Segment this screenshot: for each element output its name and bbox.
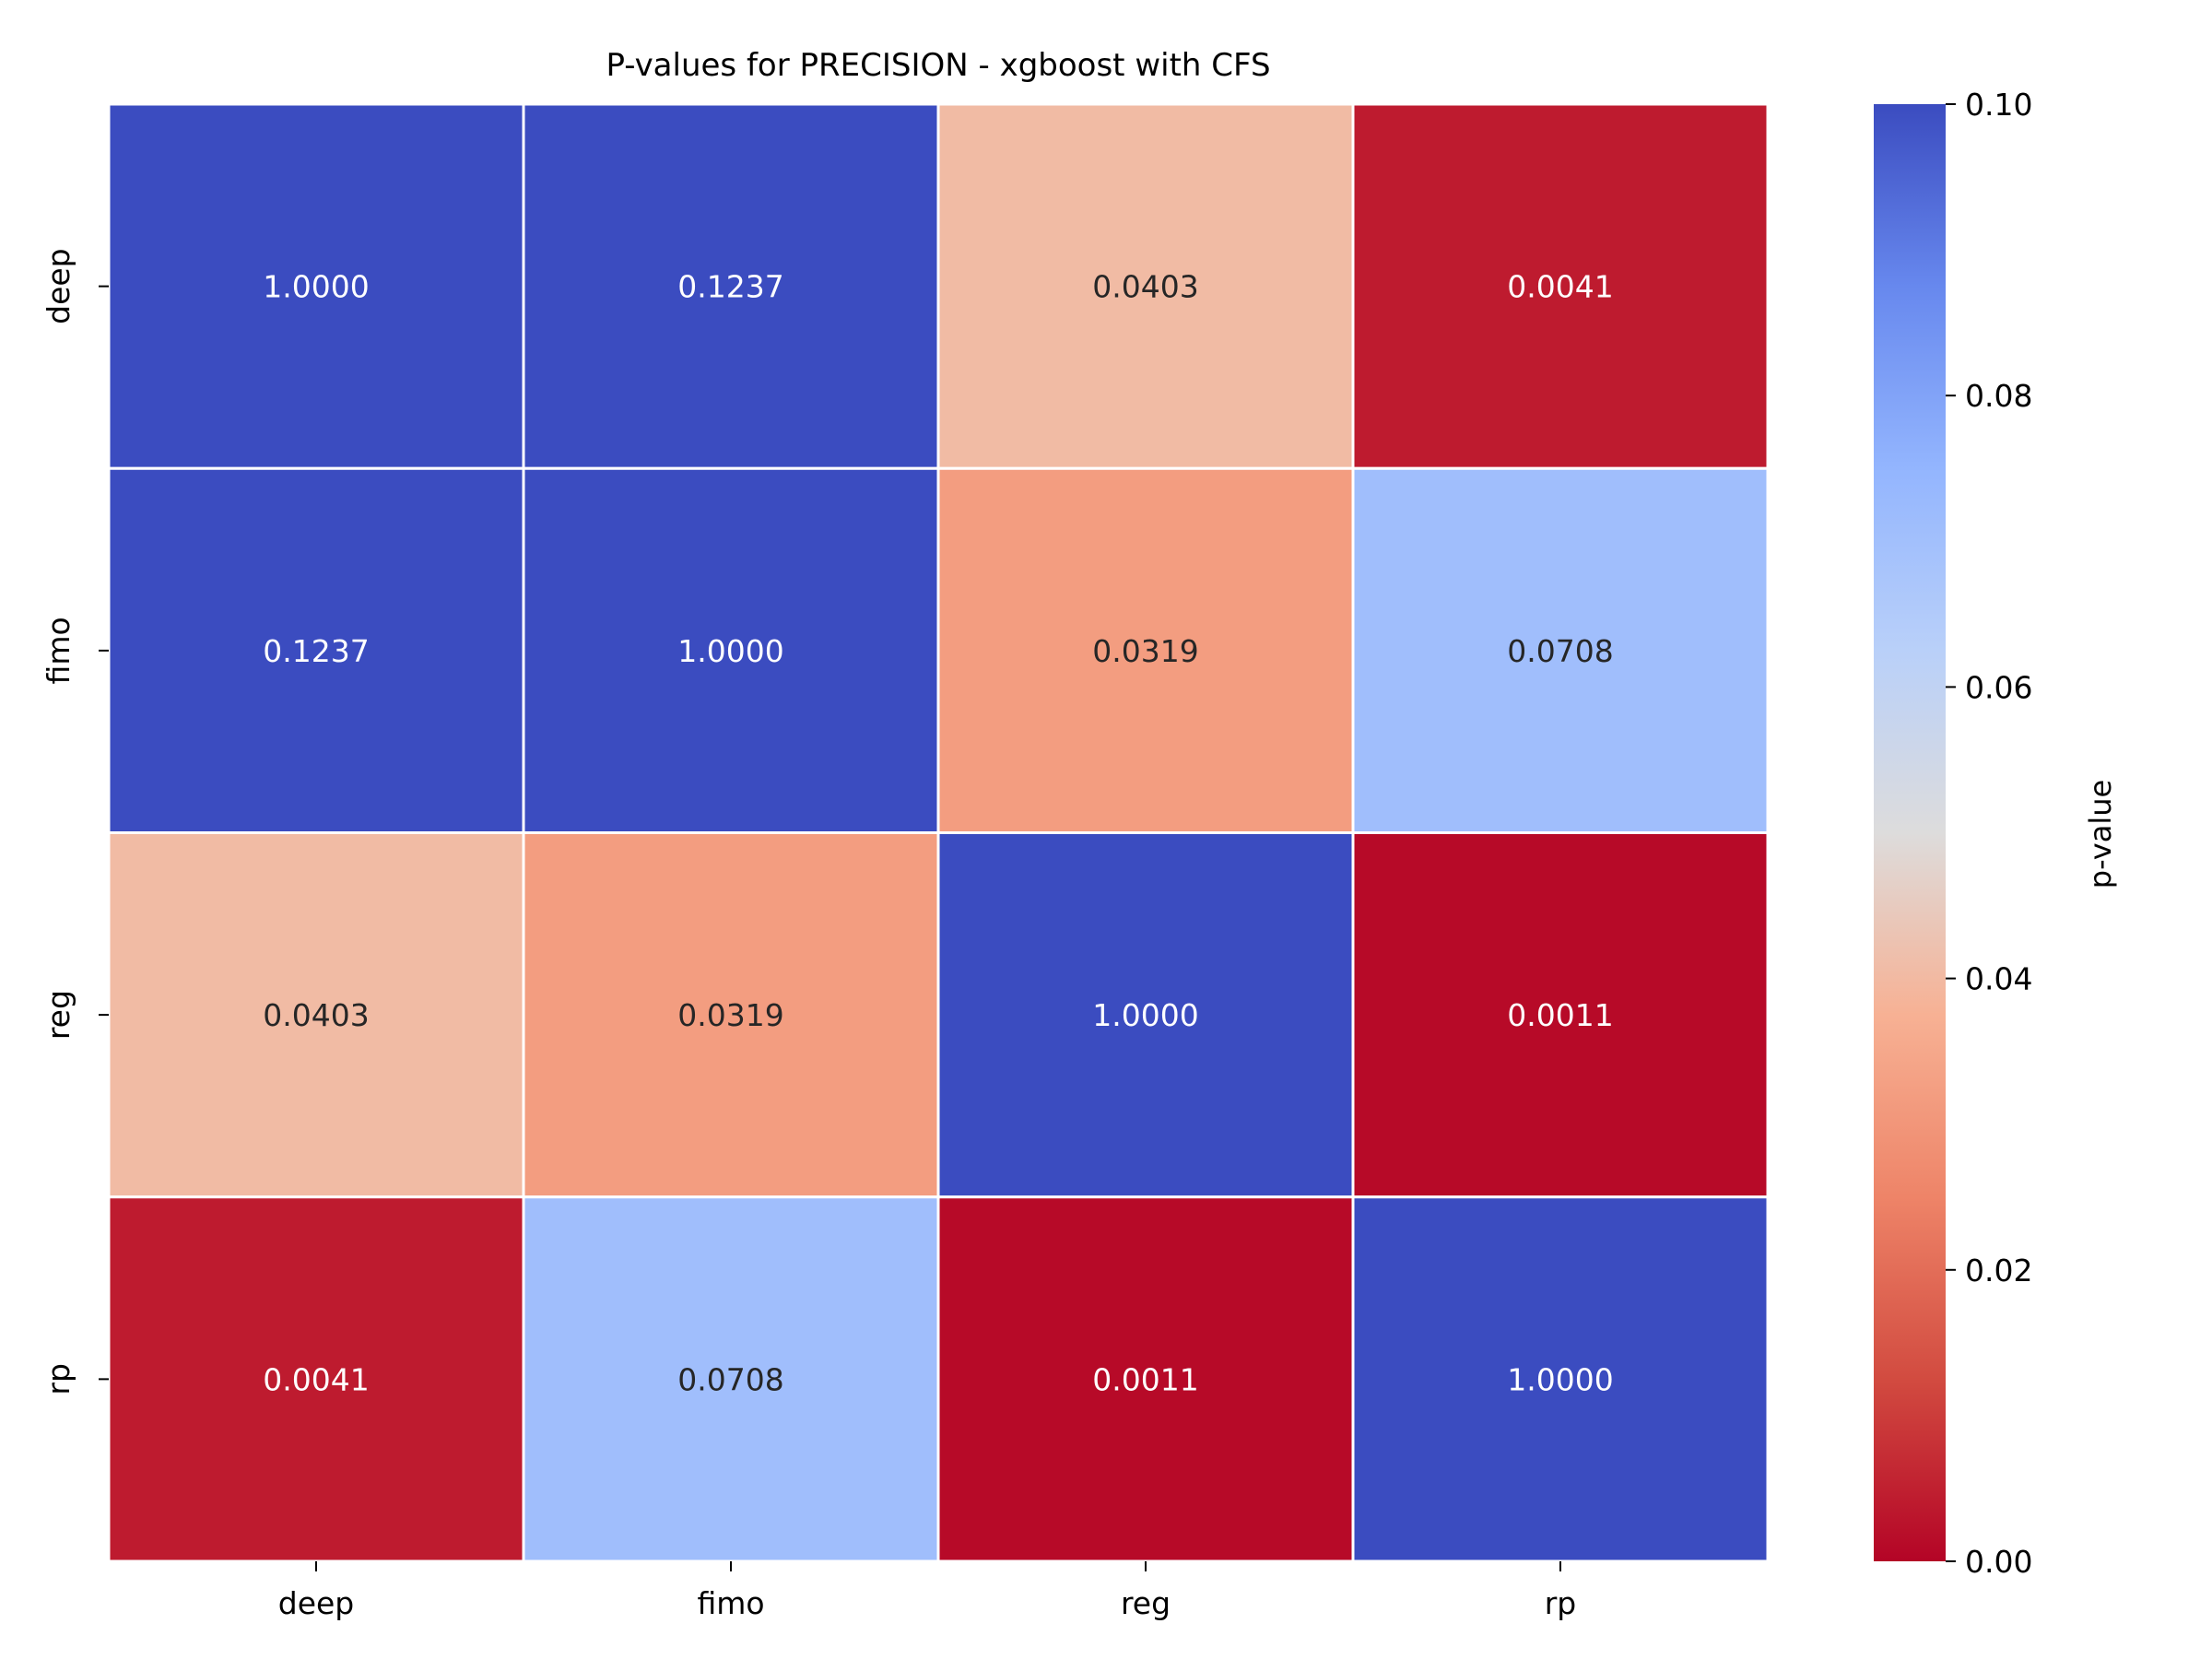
cell-label-reg-reg: 1.0000 bbox=[1092, 997, 1198, 1033]
y-axis: deep fimo reg rp bbox=[41, 248, 109, 1395]
heatmap-cell-reg-fimo bbox=[522, 831, 940, 1199]
heatmap-cells bbox=[107, 102, 1770, 1563]
heatmap-cell-fimo-deep bbox=[107, 466, 525, 834]
cell-label-deep-fimo: 0.1237 bbox=[677, 269, 783, 305]
heatmap-cell-deep-rp bbox=[1351, 102, 1770, 470]
x-tick-label-fimo: fimo bbox=[697, 1585, 764, 1621]
cell-label-reg-rp: 0.0011 bbox=[1507, 997, 1613, 1033]
heatmap-cell-fimo-rp bbox=[1351, 466, 1770, 834]
colorbar-tick-label: 0.02 bbox=[1965, 1253, 2032, 1288]
cell-label-fimo-rp: 0.0708 bbox=[1507, 633, 1613, 669]
y-tick-label-fimo: fimo bbox=[41, 617, 76, 684]
heatmap-cell-deep-deep bbox=[107, 102, 525, 470]
heatmap-cell-fimo-fimo bbox=[522, 466, 940, 834]
cell-label-rp-deep: 0.0041 bbox=[263, 1361, 369, 1397]
colorbar-ticks: 0.00 0.02 0.04 0.06 0.08 0.10 bbox=[1946, 87, 2032, 1580]
colorbar-tick-label: 0.06 bbox=[1965, 669, 2032, 705]
colorbar-tick-label: 0.10 bbox=[1965, 87, 2032, 123]
x-tick-label-reg: reg bbox=[1121, 1585, 1171, 1621]
cell-label-fimo-reg: 0.0319 bbox=[1092, 633, 1198, 669]
cell-label-fimo-fimo: 1.0000 bbox=[677, 633, 783, 669]
colorbar-tick-label: 0.04 bbox=[1965, 961, 2032, 997]
colorbar-label: p-value bbox=[2083, 780, 2118, 888]
x-axis: deep fimo reg rp bbox=[278, 1561, 1577, 1621]
x-tick-label-rp: rp bbox=[1545, 1585, 1577, 1621]
colorbar-tick-label: 0.00 bbox=[1965, 1544, 2032, 1580]
heatmap-cell-rp-deep bbox=[107, 1195, 525, 1563]
heatmap-cell-labels: 1.0000 0.1237 0.0403 0.0041 0.1237 1.0000 0.03… bbox=[263, 269, 1613, 1398]
heatmap-cell-rp-reg bbox=[936, 1195, 1355, 1563]
cell-label-reg-deep: 0.0403 bbox=[263, 997, 369, 1033]
y-tick-label-rp: rp bbox=[41, 1363, 76, 1395]
heatmap-cell-deep-reg bbox=[936, 102, 1355, 470]
cell-label-rp-fimo: 0.0708 bbox=[677, 1361, 783, 1397]
chart-title: P-values for PRECISION - xgboost with CF… bbox=[606, 47, 1270, 84]
cell-label-reg-fimo: 0.0319 bbox=[677, 997, 783, 1033]
y-tick-label-deep: deep bbox=[41, 248, 76, 324]
colorbar-gradient bbox=[1874, 104, 1946, 1561]
colorbar-tick-label: 0.08 bbox=[1965, 378, 2032, 414]
cell-label-fimo-deep: 0.1237 bbox=[263, 633, 369, 669]
colorbar bbox=[1874, 104, 1946, 1561]
x-tick-label-deep: deep bbox=[278, 1585, 355, 1621]
cell-label-deep-deep: 1.0000 bbox=[263, 269, 369, 305]
cell-label-rp-rp: 1.0000 bbox=[1507, 1361, 1613, 1397]
heatmap-cell-rp-fimo bbox=[522, 1195, 940, 1563]
cell-label-deep-rp: 0.0041 bbox=[1507, 269, 1613, 305]
heatmap-cell-rp-rp bbox=[1351, 1195, 1770, 1563]
cell-label-deep-reg: 0.0403 bbox=[1092, 269, 1198, 305]
heatmap-cell-deep-fimo bbox=[522, 102, 940, 470]
heatmap-cell-reg-rp bbox=[1351, 831, 1770, 1199]
y-tick-label-reg: reg bbox=[41, 990, 76, 1040]
cell-label-rp-reg: 0.0011 bbox=[1092, 1361, 1198, 1397]
